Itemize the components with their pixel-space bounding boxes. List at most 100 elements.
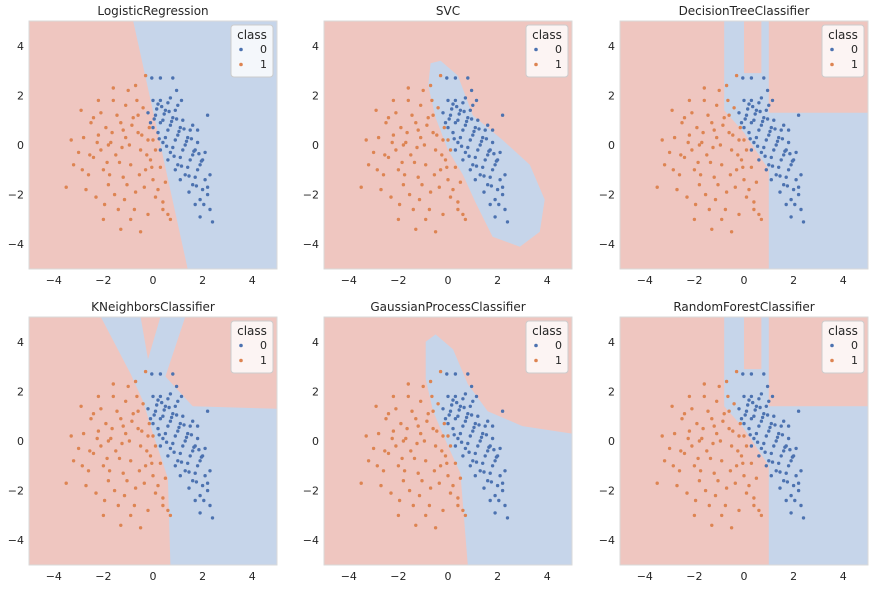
- point-class-0: [195, 424, 200, 428]
- point-class-0: [166, 424, 170, 428]
- y-tick-label: 2: [608, 89, 615, 102]
- point-class-0: [473, 421, 477, 426]
- point-class-1: [422, 439, 427, 443]
- point-class-1: [440, 449, 444, 453]
- point-class-0: [754, 108, 759, 113]
- point-class-1: [412, 456, 417, 461]
- point-class-0: [468, 404, 472, 408]
- point-class-0: [453, 121, 458, 125]
- point-class-0: [774, 143, 778, 147]
- subplot-title: SVC: [436, 4, 460, 18]
- point-class-0: [158, 121, 163, 125]
- point-class-1: [412, 160, 417, 165]
- point-class-0: [782, 449, 786, 453]
- point-class-1: [441, 434, 445, 438]
- point-class-1: [671, 168, 675, 172]
- point-class-1: [424, 459, 428, 463]
- point-class-1: [156, 483, 160, 488]
- x-tick-label: −4: [46, 274, 62, 287]
- point-class-1: [438, 73, 443, 78]
- point-class-0: [796, 488, 801, 493]
- point-class-1: [727, 113, 731, 117]
- point-class-0: [466, 116, 470, 120]
- point-class-0: [773, 127, 777, 131]
- point-class-0: [193, 175, 197, 179]
- point-class-1: [391, 429, 396, 433]
- point-class-1: [96, 429, 101, 433]
- point-class-0: [793, 202, 797, 207]
- point-class-0: [493, 493, 497, 498]
- point-class-1: [435, 429, 439, 433]
- y-tick-label: 2: [312, 89, 319, 102]
- point-class-1: [726, 98, 730, 103]
- point-class-0: [490, 168, 495, 172]
- point-class-1: [685, 195, 689, 199]
- point-class-0: [441, 407, 445, 411]
- point-class-0: [489, 480, 494, 484]
- point-class-1: [448, 444, 453, 448]
- point-class-1: [401, 439, 406, 443]
- point-class-0: [461, 128, 465, 132]
- point-class-1: [708, 456, 713, 461]
- point-class-1: [411, 207, 415, 212]
- point-class-1: [717, 384, 721, 389]
- y-tick-label: −2: [8, 189, 24, 202]
- point-class-1: [759, 217, 764, 222]
- point-class-0: [785, 480, 790, 484]
- point-class-1: [707, 207, 711, 212]
- point-class-1: [129, 459, 133, 463]
- point-class-0: [472, 425, 476, 430]
- point-class-0: [503, 173, 507, 177]
- point-class-1: [371, 150, 376, 155]
- point-class-0: [448, 113, 453, 117]
- point-class-0: [191, 123, 195, 127]
- point-class-1: [131, 116, 135, 120]
- point-class-0: [473, 178, 477, 182]
- point-class-1: [417, 493, 422, 498]
- point-class-0: [446, 394, 450, 399]
- point-class-0: [473, 474, 477, 478]
- point-class-1: [153, 491, 158, 495]
- point-class-0: [158, 98, 163, 103]
- point-class-1: [386, 412, 391, 416]
- point-class-0: [164, 440, 169, 444]
- point-class-0: [799, 503, 803, 508]
- y-tick-label: 4: [608, 336, 615, 349]
- point-class-1: [728, 173, 733, 177]
- point-class-1: [80, 168, 85, 172]
- point-class-0: [184, 139, 189, 143]
- point-class-0: [447, 117, 451, 121]
- point-class-1: [426, 116, 430, 120]
- point-class-1: [359, 185, 363, 189]
- point-class-1: [672, 135, 677, 140]
- legend-marker-class-0: [830, 47, 834, 52]
- point-class-0: [505, 220, 510, 224]
- point-class-1: [741, 165, 745, 169]
- point-class-0: [198, 511, 202, 515]
- point-class-1: [431, 426, 435, 431]
- point-class-0: [468, 168, 472, 172]
- point-class-1: [414, 523, 418, 527]
- y-tick-label: −4: [303, 238, 319, 251]
- point-class-1: [115, 409, 119, 413]
- point-class-0: [468, 138, 472, 142]
- point-class-1: [759, 513, 764, 518]
- point-class-0: [481, 461, 485, 465]
- point-class-1: [168, 513, 173, 518]
- point-class-0: [767, 399, 771, 403]
- point-class-0: [503, 469, 507, 473]
- point-class-1: [415, 145, 419, 150]
- point-class-0: [742, 421, 746, 426]
- point-class-1: [400, 160, 404, 165]
- point-class-0: [461, 424, 465, 428]
- point-class-1: [374, 108, 378, 113]
- point-class-1: [111, 98, 116, 103]
- point-class-1: [141, 402, 145, 406]
- point-class-0: [173, 464, 177, 468]
- point-class-1: [682, 412, 687, 416]
- point-class-0: [187, 470, 191, 474]
- point-class-1: [94, 195, 98, 199]
- point-class-1: [71, 163, 76, 167]
- point-class-1: [757, 212, 761, 217]
- point-class-0: [762, 76, 766, 80]
